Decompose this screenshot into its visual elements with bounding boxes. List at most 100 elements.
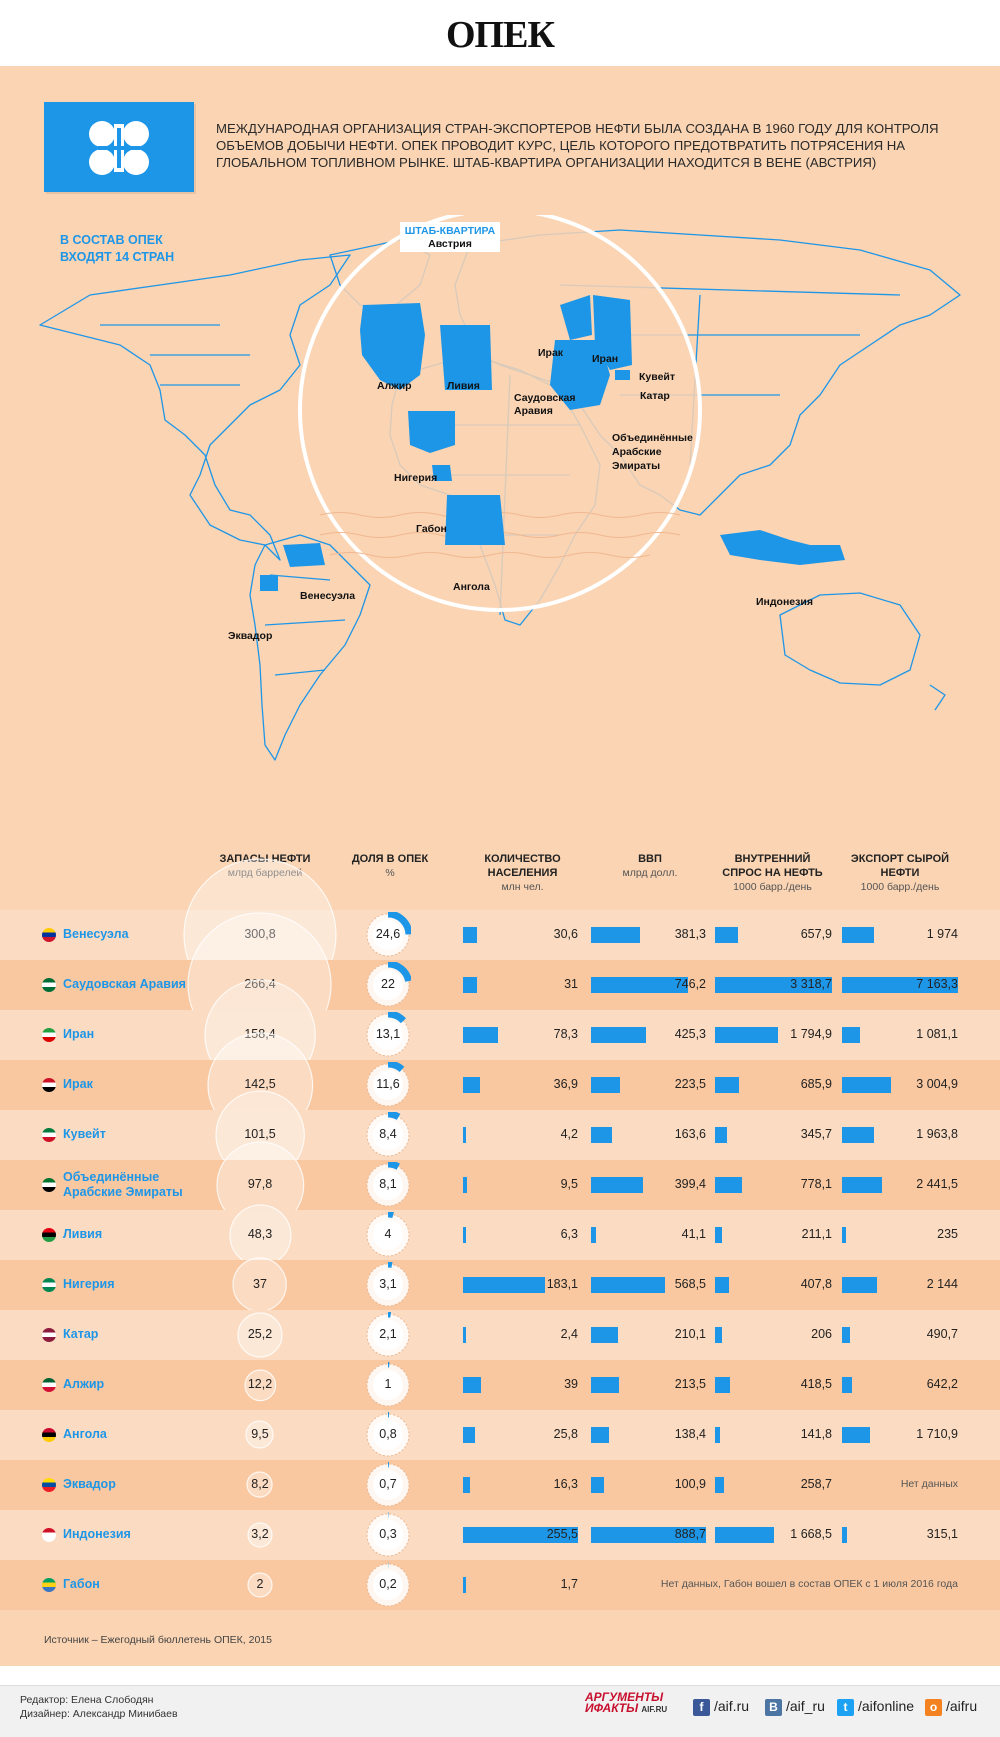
population-bar <box>463 1577 466 1593</box>
population-value: 6,3 <box>560 1227 578 1241</box>
gdp-bar <box>591 1477 605 1493</box>
demand-bar <box>715 1027 779 1043</box>
header-export-title: ЭКСПОРТ СЫРОЙ НЕФТИ <box>850 853 950 879</box>
algeria-shape <box>360 303 425 390</box>
demand-value: 258,7 <box>800 1477 832 1491</box>
demand-value: 1 794,9 <box>790 1027 832 1041</box>
header-population: КОЛИЧЕСТВО НАСЕЛЕНИЯ млн чел. <box>470 852 575 894</box>
demand-value: 685,9 <box>800 1077 832 1091</box>
map-label-indonesia: Индонезия <box>756 596 813 608</box>
share-pie <box>366 1262 410 1307</box>
share-pie <box>366 1462 410 1507</box>
demand-value: 418,5 <box>800 1377 832 1391</box>
header-reserves-unit: млрд баррелей <box>205 866 325 880</box>
flag-icon <box>42 1478 56 1492</box>
population-value: 255,5 <box>546 1527 578 1541</box>
header-population-title: КОЛИЧЕСТВО НАСЕЛЕНИЯ <box>484 853 561 879</box>
aif-logo-word: ИФАКТЫ <box>585 1701 639 1715</box>
share-slice <box>387 1062 405 1073</box>
export-value: 1 081,1 <box>916 1027 958 1041</box>
reserves-value: 8,2 <box>251 1477 269 1491</box>
reserves-value: 300,8 <box>230 927 290 941</box>
export-bar <box>842 927 874 943</box>
reserves-value: 37 <box>253 1277 267 1291</box>
export-value: 7 163,3 <box>916 977 958 991</box>
country-name: Габон <box>63 1577 100 1591</box>
country-name: Индонезия <box>63 1527 131 1541</box>
population-value: 39 <box>564 1377 578 1391</box>
ecuador-shape <box>260 575 278 591</box>
opec-logo <box>44 102 194 192</box>
demand-bar <box>715 977 832 993</box>
gdp-value: 138,4 <box>674 1427 706 1441</box>
country-name: Ливия <box>63 1227 103 1241</box>
population-bar <box>463 1427 475 1443</box>
export-bar <box>842 1327 850 1343</box>
export-value: 490,7 <box>926 1327 958 1341</box>
table-row: Ливия 48,3 4 6,3 41,1 211,1 235 <box>0 1203 1000 1267</box>
share-slice <box>387 1162 400 1170</box>
header-gdp-unit: млрд долл. <box>622 867 678 879</box>
share-pie <box>366 1212 410 1257</box>
population-bar <box>463 1077 480 1093</box>
header-demand-title: ВНУТРЕННИЙ СПРОС НА НЕФТЬ <box>722 853 823 879</box>
flag-icon <box>42 1128 56 1142</box>
demand-value: 211,1 <box>801 1227 832 1241</box>
flag-icon <box>42 1278 56 1292</box>
gdp-bar <box>591 1327 619 1343</box>
share-value: 0,7 <box>379 1477 397 1491</box>
population-value: 25,8 <box>553 1427 578 1441</box>
demand-bar <box>715 1327 723 1343</box>
footer: Редактор: Елена Слободян Дизайнер: Алекс… <box>0 1685 1000 1737</box>
odnoklassniki-icon: o <box>925 1698 942 1716</box>
gdp-value: 223,5 <box>674 1077 706 1091</box>
reserves-value: 25,2 <box>247 1327 273 1341</box>
gdp-value: 888,7 <box>674 1527 706 1541</box>
aif-logo[interactable]: АРГУМЕНТЫ ИФАКТЫ AIF.RU <box>585 1691 667 1715</box>
twitter-icon: t <box>837 1698 854 1716</box>
vk-icon: B <box>765 1698 782 1716</box>
header-gdp-title: ВВП <box>638 853 662 865</box>
kuwait-shape <box>600 352 606 358</box>
share-pie <box>366 962 411 1007</box>
export-bar <box>842 1177 882 1193</box>
hq-country: Австрия <box>428 238 472 250</box>
map-label-saudi: Саудовская Аравия <box>514 392 576 417</box>
header-gdp: ВВП млрд долл. <box>600 852 700 880</box>
gdp-value: 210,1 <box>674 1327 706 1341</box>
social-link[interactable]: o/aifru <box>925 1698 977 1716</box>
nigeria-shape <box>408 411 455 453</box>
population-value: 16,3 <box>553 1477 578 1491</box>
map-label-venezuela: Венесуэла <box>300 590 356 602</box>
country-name: Алжир <box>63 1377 105 1391</box>
demand-bar <box>715 927 739 943</box>
gdp-bar <box>591 927 641 943</box>
reserves-value: 142,5 <box>244 1077 276 1091</box>
gdp-bar <box>591 977 688 993</box>
population-value: 30,6 <box>553 927 578 941</box>
social-handle: /aif_ru <box>786 1698 825 1714</box>
country-name: Эквадор <box>63 1477 116 1491</box>
country-name: Саудовская Аравия <box>63 977 186 991</box>
social-link[interactable]: f/aif.ru <box>693 1698 749 1716</box>
share-pie <box>366 1412 410 1457</box>
demand-value: 1 668,5 <box>790 1527 832 1541</box>
header-share-unit: % <box>385 867 395 879</box>
table-row: Катар 25,2 2,1 2,4 210,1 206 490,7 <box>0 1310 1000 1360</box>
population-value: 2,4 <box>560 1327 578 1341</box>
social-link[interactable]: B/aif_ru <box>765 1698 825 1716</box>
hq-callout: ШТАБ-КВАРТИРА Австрия <box>400 222 500 252</box>
flag-icon <box>42 928 56 942</box>
social-link[interactable]: t/aifonline <box>837 1698 914 1716</box>
export-bar <box>842 977 958 993</box>
table-row: Венесуэла 300,8 24,6 30,6 381,3 657,9 1 974 <box>0 858 1000 1012</box>
demand-value: 778,1 <box>800 1177 832 1191</box>
gdp-bar <box>591 1427 609 1443</box>
export-bar <box>842 1527 848 1543</box>
map-label-iraq: Ирак <box>538 347 564 359</box>
country-name: Иран <box>63 1027 95 1041</box>
population-bar <box>463 1327 466 1343</box>
share-value: 13,1 <box>375 1027 401 1041</box>
share-pie <box>366 1512 410 1557</box>
demand-bar <box>715 1227 723 1243</box>
